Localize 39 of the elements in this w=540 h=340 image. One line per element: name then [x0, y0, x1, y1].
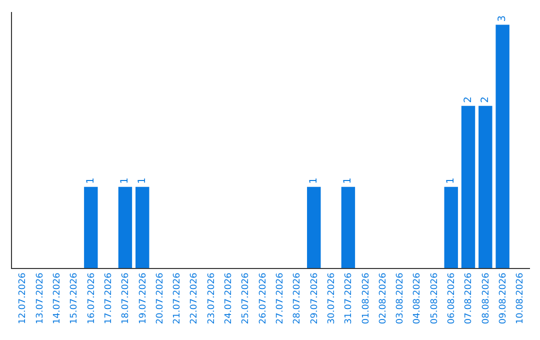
data-label: 3 — [497, 15, 508, 22]
data-label: 1 — [85, 178, 96, 184]
x-tick-label: 30.07.2026 — [326, 272, 337, 324]
x-tick-label: 15.07.2026 — [70, 272, 80, 324]
x-tick-label: 12.07.2026 — [18, 272, 28, 324]
x-tick-label: 16.07.2026 — [86, 272, 97, 324]
x-tick-label: 20.07.2026 — [155, 272, 166, 324]
data-label: 2 — [462, 96, 474, 103]
x-tick-label: 14.07.2026 — [52, 272, 63, 324]
data-label: 2 — [480, 96, 491, 103]
x-tick-label: 04.08.2026 — [412, 272, 423, 324]
x-tick-label: 25.07.2026 — [241, 272, 252, 324]
x-tick-label: 03.08.2026 — [396, 272, 406, 324]
x-tick-label: 21.07.2026 — [172, 272, 183, 324]
x-tick-label: 18.07.2026 — [121, 272, 132, 324]
data-label: 1 — [308, 178, 320, 184]
x-tick-label: 31.07.2026 — [344, 272, 354, 324]
x-tick-label: 08.08.2026 — [481, 272, 492, 324]
x-tick-label: 01.08.2026 — [361, 272, 372, 324]
x-tick-label: 02.08.2026 — [378, 272, 388, 324]
x-tick-label: 23.07.2026 — [206, 272, 217, 324]
x-tick-label: 07.08.2026 — [464, 272, 474, 324]
data-label: 1 — [342, 178, 354, 184]
x-tick-label: 13.07.2026 — [35, 272, 46, 324]
data-label: 1 — [446, 178, 457, 184]
x-tick-label: 17.07.2026 — [104, 272, 114, 324]
data-label: 1 — [120, 178, 131, 184]
x-tick-label: 09.08.2026 — [498, 272, 508, 324]
x-tick-label: 27.07.2026 — [276, 272, 286, 324]
x-tick-label: 22.07.2026 — [190, 272, 200, 324]
x-tick-label: 29.07.2026 — [310, 272, 320, 324]
x-tick-label: 10.08.2026 — [516, 272, 526, 324]
x-tick-label: 28.07.2026 — [292, 272, 303, 324]
x-tick-label: 24.07.2026 — [224, 272, 234, 324]
x-tick-label: 06.08.2026 — [447, 272, 458, 324]
x-tick-label: 05.08.2026 — [430, 272, 440, 324]
x-tick-label: 26.07.2026 — [258, 272, 268, 324]
x-tick-label: 19.07.2026 — [138, 272, 148, 324]
data-label: 1 — [136, 178, 148, 184]
